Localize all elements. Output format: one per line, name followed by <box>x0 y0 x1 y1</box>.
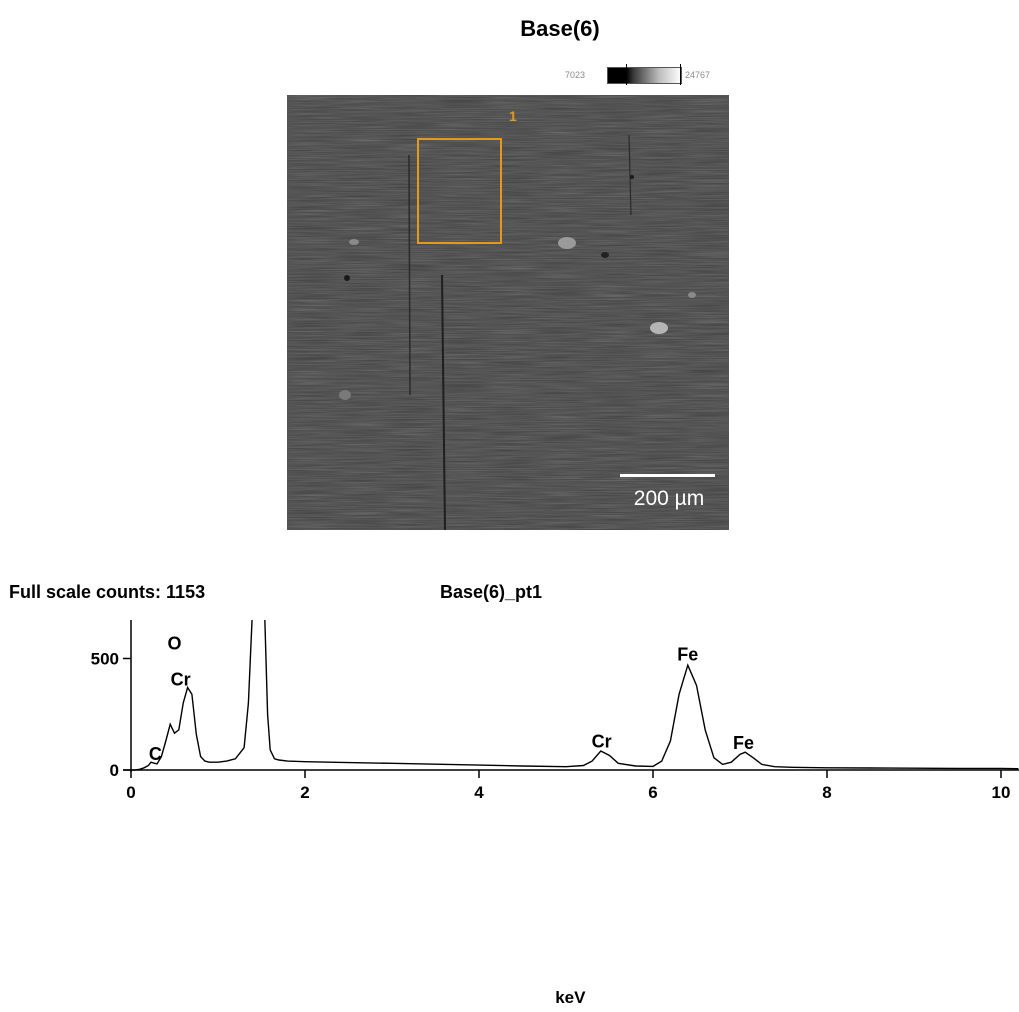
peak-label: O <box>167 634 181 654</box>
sem-pit <box>344 275 350 281</box>
full-scale-counts: Full scale counts: 1153 <box>9 582 206 602</box>
colorbar-gradient <box>607 67 682 84</box>
colorbar-high-marker[interactable] <box>680 64 681 85</box>
sem-scratch <box>628 134 632 216</box>
sem-particle <box>349 239 359 245</box>
y-tick-label: 500 <box>91 650 119 669</box>
x-tick-label: 4 <box>474 783 484 802</box>
image-title: Base(6) <box>520 16 600 41</box>
scale-bar-label: 200 µm <box>633 487 705 510</box>
peak-label: Cr <box>592 732 612 752</box>
roi-box[interactable] <box>417 138 502 244</box>
scale-bar <box>620 474 715 477</box>
sem-texture <box>287 95 729 530</box>
x-axis-label: keV <box>555 988 586 1007</box>
spectrum-line <box>131 620 1019 771</box>
sem-particle <box>688 292 696 298</box>
y-tick-label: 0 <box>110 761 119 780</box>
x-tick-label: 10 <box>992 783 1011 802</box>
sem-particle <box>650 322 668 334</box>
sem-image-canvas <box>287 95 729 530</box>
x-tick-label: 2 <box>300 783 309 802</box>
spectrum-chart: 0500100015000246810CCrOFeAlCrFeFe keV <box>91 620 1019 1007</box>
x-tick-label: 6 <box>648 783 657 802</box>
peak-label: Cr <box>171 669 191 689</box>
x-tick-label: 0 <box>126 783 135 802</box>
peak-label: Fe <box>677 645 698 665</box>
colorbar: 7023 24767 <box>560 64 720 87</box>
colorbar-low-marker[interactable] <box>626 64 627 85</box>
sem-pit <box>601 252 609 258</box>
sem-scratch <box>408 154 411 396</box>
sem-particle <box>558 237 576 249</box>
peak-label: C <box>149 744 162 764</box>
sem-pit <box>630 175 634 179</box>
sem-image[interactable] <box>287 95 729 530</box>
colorbar-min-label: 7023 <box>565 70 586 80</box>
peak-label: Fe <box>733 733 754 753</box>
sem-particle <box>339 390 351 400</box>
roi-label: 1 <box>509 108 517 124</box>
x-tick-label: 8 <box>822 783 831 802</box>
colorbar-max-label: 24767 <box>685 70 711 80</box>
sem-scratch <box>441 274 446 530</box>
spectrum-name: Base(6)_pt1 <box>440 582 543 602</box>
